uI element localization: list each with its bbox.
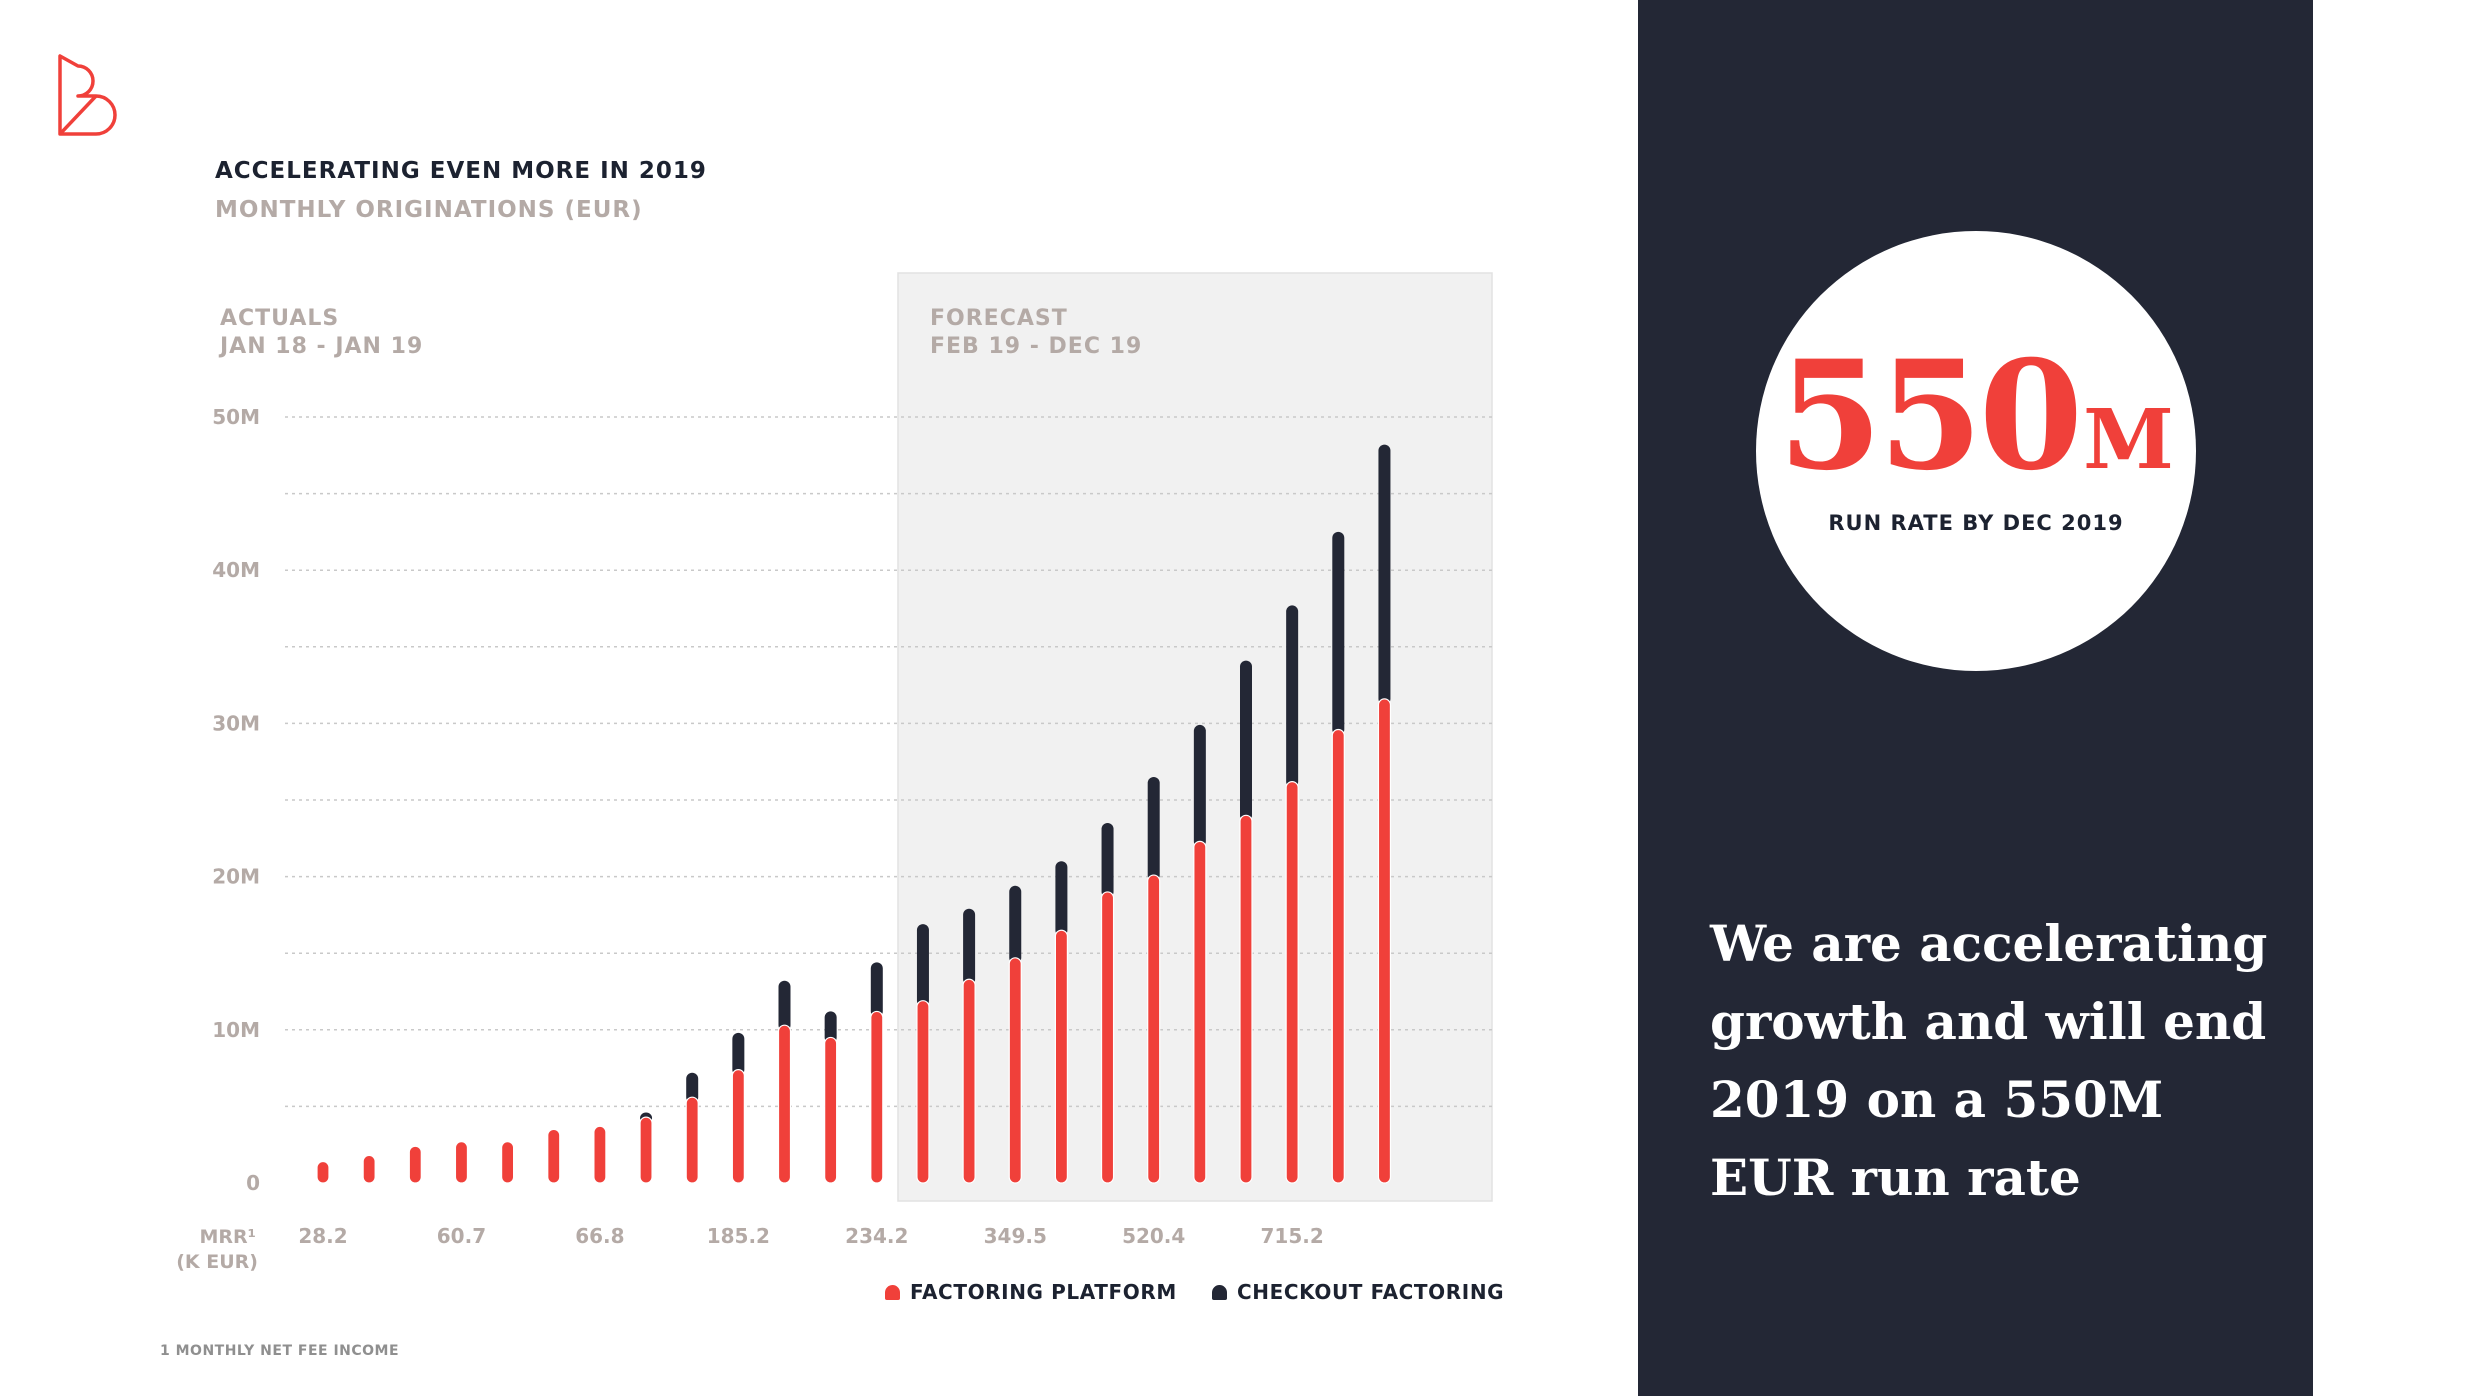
chart-subtitle: MONTHLY ORIGINATIONS (EUR)	[215, 197, 643, 223]
bar-factoring-platform	[916, 1000, 930, 1184]
bar-factoring-platform	[685, 1096, 699, 1184]
bar-checkout-factoring	[686, 1072, 699, 1104]
bar-checkout-factoring	[778, 980, 791, 1032]
bar-factoring-platform	[824, 1036, 838, 1184]
mrr-value: 28.2	[298, 1224, 347, 1248]
period-range-actuals: JAN 18 - JAN 19	[218, 334, 423, 359]
bar-factoring-platform	[1193, 840, 1207, 1184]
headline: We are accelerating growth and will end …	[1710, 914, 2268, 1207]
period-range-forecast: FEB 19 - DEC 19	[930, 334, 1142, 359]
bar-factoring-platform	[1331, 728, 1345, 1184]
bar-checkout-factoring	[732, 1032, 745, 1076]
mrr-unit: (K EUR)	[176, 1251, 258, 1273]
footnote: 1 MONTHLY NET FEE INCOME	[160, 1343, 400, 1359]
run-rate-unit: M	[2083, 392, 2174, 488]
bar-checkout-factoring	[916, 924, 929, 1007]
bar-checkout-factoring	[1286, 605, 1299, 788]
bar-factoring-platform	[362, 1154, 376, 1184]
bar-checkout-factoring	[1193, 724, 1206, 848]
brand-logo-icon	[58, 54, 117, 136]
bar-checkout-factoring	[1101, 822, 1114, 898]
mrr-value: 60.7	[437, 1224, 486, 1248]
stacked-bar-chart: ACTUALS JAN 18 - JAN 19 FORECAST FEB 19 - D…	[176, 272, 1493, 1273]
bar-checkout-factoring	[1240, 660, 1252, 822]
y-tick-label: 0	[246, 1171, 260, 1195]
chart-title: ACCELERATING EVEN MORE IN 2019	[215, 158, 707, 184]
y-tick-label: 20M	[212, 865, 260, 889]
legend-label-checkout-factoring: CHECKOUT FACTORING	[1237, 1280, 1505, 1304]
bar-factoring-platform	[454, 1141, 469, 1184]
mrr-label: MRR¹	[200, 1226, 257, 1248]
bar-factoring-platform	[731, 1069, 745, 1184]
bar-factoring-platform	[1100, 891, 1115, 1184]
bar-checkout-factoring	[870, 962, 883, 1018]
highlight-circle: 550M RUN RATE BY DEC 2019	[1756, 231, 2196, 671]
run-rate-number: 550	[1778, 328, 2083, 504]
mrr-value: 349.5	[984, 1224, 1047, 1248]
bar-checkout-factoring	[1147, 777, 1160, 882]
legend-swatch-red	[885, 1284, 900, 1300]
bar-checkout-factoring	[1009, 885, 1022, 964]
y-tick-label: 50M	[212, 405, 260, 429]
bar-checkout-factoring	[1055, 861, 1068, 937]
bar-checkout-factoring	[1378, 444, 1391, 705]
y-tick-label: 30M	[212, 711, 260, 735]
y-tick-label: 40M	[212, 558, 260, 582]
bar-checkout-factoring	[824, 1011, 837, 1044]
y-tick-label: 10M	[212, 1018, 260, 1042]
mrr-value: 715.2	[1261, 1224, 1324, 1248]
bar-factoring-platform	[1008, 957, 1022, 1184]
bar-factoring-platform	[870, 1010, 884, 1184]
bar-factoring-platform	[316, 1160, 330, 1184]
legend-label-factoring-platform: FACTORING PLATFORM	[910, 1280, 1177, 1304]
bar-factoring-platform	[1285, 781, 1299, 1184]
bar-checkout-factoring	[963, 908, 976, 986]
bar-factoring-platform	[547, 1128, 561, 1184]
legend-item-factoring-platform: FACTORING PLATFORM	[885, 1277, 1177, 1307]
bar-factoring-platform	[501, 1141, 515, 1184]
bar-factoring-platform	[639, 1116, 653, 1184]
bar-checkout-factoring	[1332, 531, 1345, 736]
legend-item-checkout-factoring: CHECKOUT FACTORING	[1212, 1277, 1504, 1307]
bar-factoring-platform	[1054, 929, 1069, 1184]
bar-factoring-platform	[1377, 698, 1392, 1184]
mrr-value: 66.8	[575, 1224, 624, 1248]
mrr-value: 520.4	[1122, 1224, 1185, 1248]
bar-factoring-platform	[962, 978, 976, 1184]
bar-factoring-platform	[408, 1145, 422, 1184]
bar-factoring-platform	[1239, 814, 1253, 1184]
period-label-forecast: FORECAST	[930, 306, 1068, 331]
mrr-value: 234.2	[845, 1224, 908, 1248]
period-label-actuals: ACTUALS	[220, 306, 339, 331]
bar-factoring-platform	[593, 1125, 607, 1184]
run-rate-caption: RUN RATE BY DEC 2019	[1828, 511, 2124, 535]
bar-factoring-platform	[777, 1024, 792, 1184]
bar-factoring-platform	[1147, 874, 1161, 1184]
mrr-value: 185.2	[707, 1224, 770, 1248]
legend-swatch-navy	[1212, 1284, 1227, 1300]
run-rate-value: 550M	[1756, 341, 2196, 491]
